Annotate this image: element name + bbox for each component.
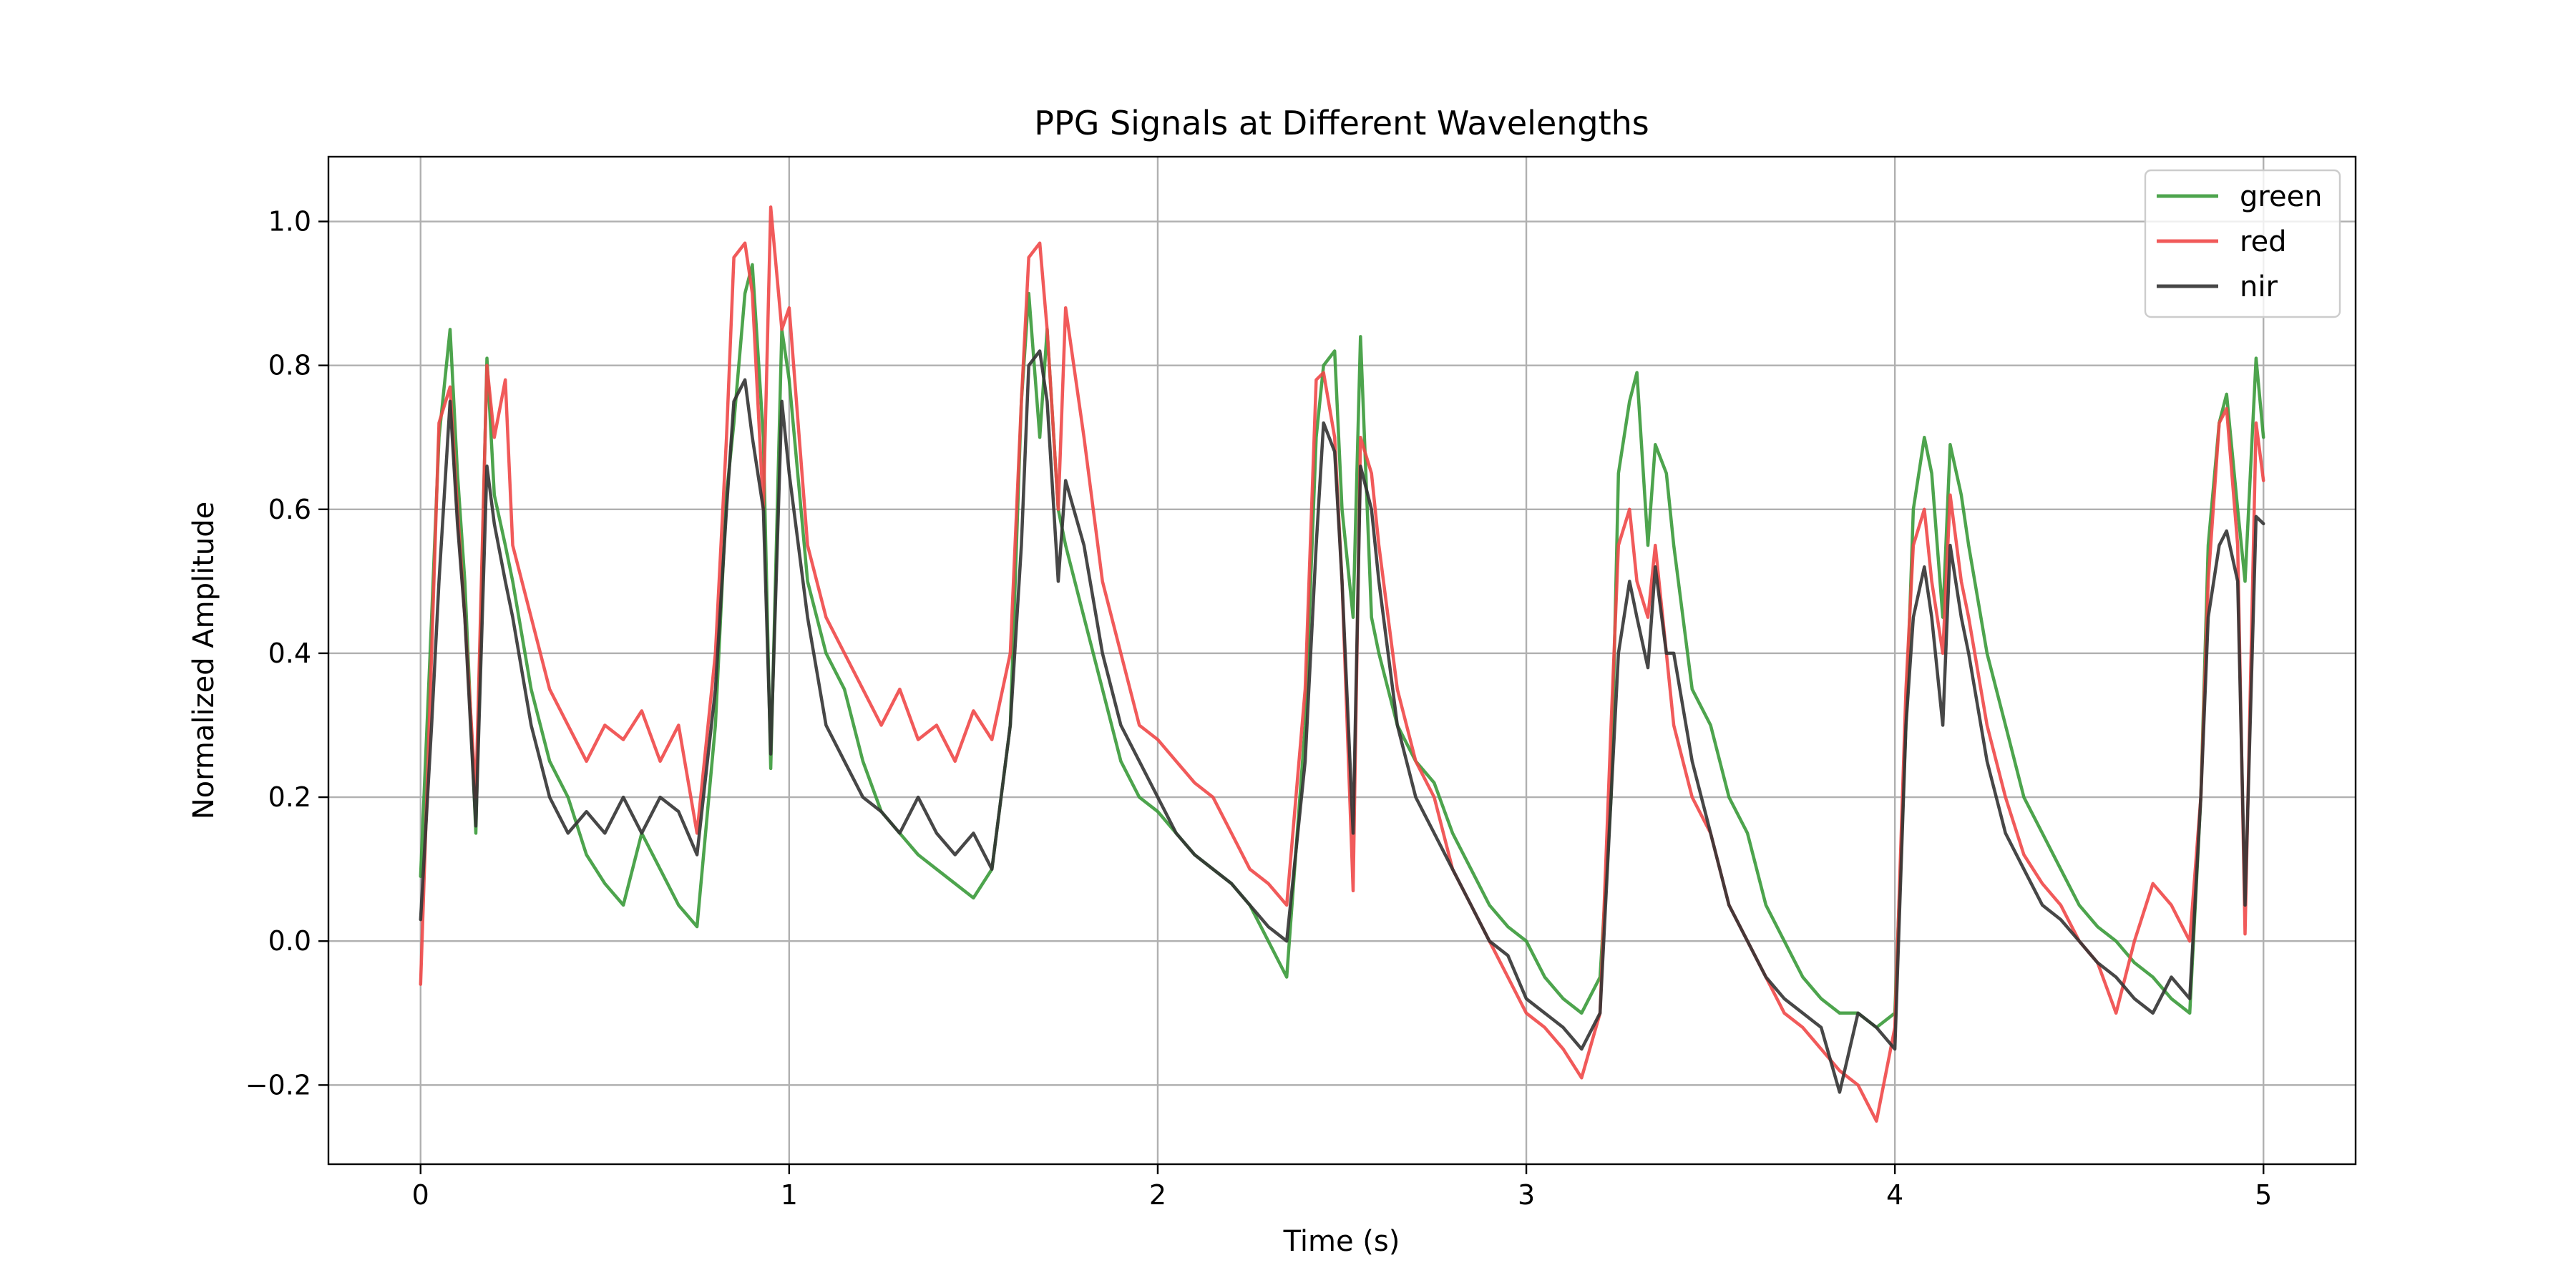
- x-tick-label: 0: [412, 1179, 429, 1211]
- x-axis-ticks: 0 1 2 3 4 5: [412, 1164, 2272, 1211]
- legend-label-red: red: [2240, 225, 2287, 258]
- y-tick-label: 1.0: [268, 206, 311, 238]
- legend: green red nir: [2144, 169, 2341, 318]
- plot-frame: [327, 155, 2357, 1166]
- x-tick-label: 1: [781, 1179, 798, 1211]
- legend-label-green: green: [2240, 180, 2323, 213]
- x-tick-label: 3: [1518, 1179, 1535, 1211]
- y-axis-ticks: −0.2 0.0 0.2 0.4 0.6 0.8 1.0: [245, 206, 328, 1101]
- x-tick-label: 5: [2255, 1179, 2272, 1211]
- series-line-nir: [419, 349, 2265, 1094]
- y-tick-label: 0.6: [268, 494, 311, 525]
- y-tick-label: 0.4: [268, 638, 311, 669]
- x-tick-label: 4: [1886, 1179, 1903, 1211]
- chart-title: PPG Signals at Different Wavelengths: [1034, 104, 1649, 142]
- legend-box: [2144, 169, 2341, 318]
- series-lines: [419, 205, 2265, 1123]
- legend-label-nir: nir: [2240, 270, 2278, 303]
- y-tick-label: 0.8: [268, 350, 311, 381]
- x-tick-label: 2: [1149, 1179, 1166, 1211]
- y-tick-label: 0.2: [268, 781, 311, 813]
- y-axis-label: Normalized Amplitude: [187, 502, 220, 820]
- y-tick-label: −0.2: [245, 1069, 311, 1101]
- x-axis-label: Time (s): [1283, 1225, 1400, 1258]
- legend-entries: green red nir: [2157, 180, 2323, 303]
- y-tick-label: 0.0: [268, 925, 311, 957]
